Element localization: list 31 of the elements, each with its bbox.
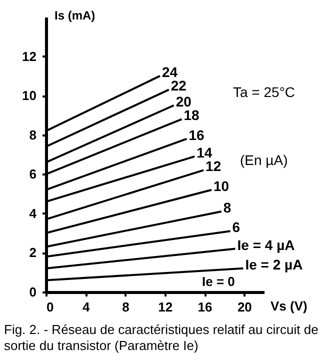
series-label: 16 bbox=[188, 126, 204, 143]
annotation: (En µA) bbox=[240, 152, 288, 168]
series-label: 22 bbox=[170, 78, 187, 94]
y-tick-label: 10 bbox=[22, 88, 36, 104]
x-tick-label: 12 bbox=[158, 300, 173, 314]
x-tick-label: 0 bbox=[46, 300, 54, 314]
series-label: Ie = 4 µA bbox=[237, 236, 295, 253]
y-tick-label: 4 bbox=[29, 206, 38, 221]
y-tick-label: 12 bbox=[22, 48, 36, 64]
caption: Fig. 2. - Réseau de caractéristiques relatif au circuit de sortie du transistor (Paramètre Ie) bbox=[4, 322, 320, 354]
y-tick-label: 8 bbox=[29, 127, 36, 142]
y-axis-title: Is (mA) bbox=[54, 8, 96, 22]
series-label: 20 bbox=[176, 93, 192, 110]
x-axis-title: Vs (V) bbox=[270, 298, 308, 314]
series-label: 24 bbox=[162, 64, 178, 80]
x-tick-label: 16 bbox=[198, 300, 212, 314]
series-label: Ie = 2 µA bbox=[245, 256, 303, 272]
series-label: 12 bbox=[206, 158, 222, 174]
annotation: Ie = 0 bbox=[202, 274, 235, 289]
y-tick-label: 0 bbox=[29, 284, 36, 300]
series-label: 14 bbox=[196, 144, 212, 160]
series-label: 6 bbox=[232, 219, 240, 236]
annotation: Ta = 25°C bbox=[233, 84, 296, 100]
series-label: 18 bbox=[184, 107, 200, 124]
y-tick-label: 6 bbox=[29, 166, 36, 182]
series-label: 8 bbox=[223, 199, 232, 216]
series-label: 10 bbox=[213, 178, 230, 194]
x-tick-label: 8 bbox=[122, 300, 130, 314]
x-tick-label: 4 bbox=[82, 300, 91, 314]
y-tick-label: 2 bbox=[29, 245, 36, 260]
x-tick-label: 20 bbox=[237, 300, 252, 314]
